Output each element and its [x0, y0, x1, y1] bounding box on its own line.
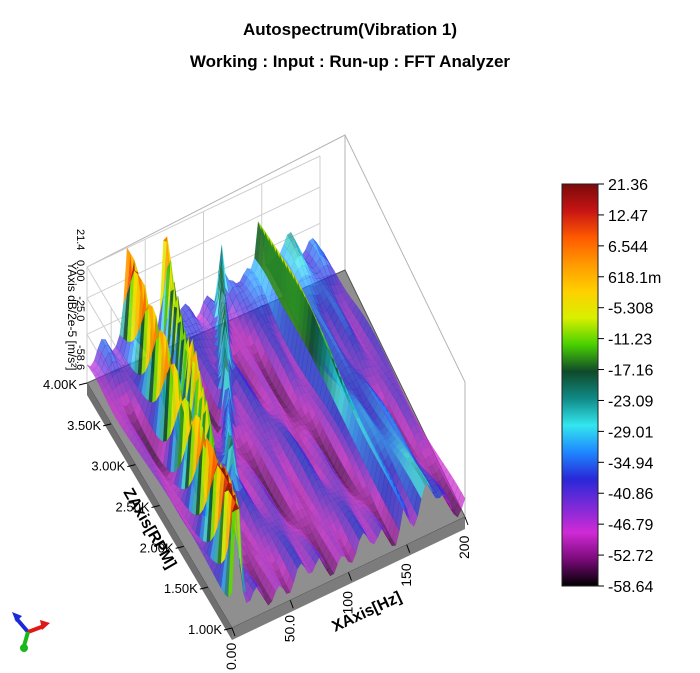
z-tick-mark — [103, 423, 112, 427]
front-left-face — [87, 383, 232, 640]
z-tick-label: 2.00K — [140, 540, 174, 555]
colorbar-tick-label: -5.308 — [608, 301, 653, 318]
z-tick-mark — [175, 545, 184, 549]
z-tick-label: 3.50K — [67, 418, 101, 433]
colorbar-tick-label: -11.23 — [608, 332, 652, 349]
colorbar: 21.36 12.47 6.544 618.1m -5.308 -11.23 -17.16 -… — [561, 177, 661, 596]
surface-cell — [330, 266, 339, 279]
z-tick-label: 1.00K — [188, 622, 222, 637]
z-tick-mark — [223, 627, 233, 631]
surface-cell — [457, 491, 466, 510]
surface-cell — [333, 275, 343, 285]
surface-cell — [406, 403, 415, 416]
x-tick-mark — [289, 600, 294, 609]
y-axis-ticks: -58.6 -25.0 0.00 21.4 — [74, 229, 86, 370]
x-tick-mark — [348, 572, 352, 581]
colorbar-tick-label: -34.94 — [608, 455, 653, 472]
surface-cell — [417, 425, 426, 436]
y-tick-label: 21.4 — [74, 229, 86, 250]
y-tick-label: -25.0 — [74, 296, 86, 321]
z-tick-label: 3.00K — [91, 459, 125, 474]
x-tick-label: 200 — [456, 535, 472, 559]
front-right-face — [232, 517, 465, 640]
x-tick-label: 0.00 — [223, 643, 239, 670]
x-tick-label: 100 — [340, 591, 356, 615]
chart-subtitle: Working : Input : Run-up : FFT Analyzer — [189, 52, 511, 71]
surface-cell — [337, 283, 346, 293]
surface-cell — [392, 377, 401, 387]
colorbar-tick-label: 6.544 — [608, 239, 648, 256]
z-tick-label: 2.50K — [116, 500, 150, 515]
surface-cell — [327, 258, 335, 272]
surface-cell — [410, 410, 419, 423]
colorbar-ticks: 21.36 12.47 6.544 618.1m -5.308 -11.23 -17.16 -… — [598, 177, 661, 596]
x-tick-label: 50.0 — [281, 615, 297, 642]
surface-cell — [395, 383, 404, 394]
y-tick-label: -58.6 — [74, 345, 86, 370]
colorbar-tick-label: -46.79 — [608, 517, 653, 534]
y-tick-label: 0.00 — [74, 260, 86, 281]
colorbar-tick-label: -29.01 — [608, 424, 653, 441]
colorbar-tick-label: -52.72 — [608, 548, 653, 565]
y-axis-label: YAxis dB/2e-5 [m/s²] — [65, 262, 79, 370]
z-axis-ticks: 1.00K 1.50K 2.00K 2.50K 3.00K 3.50K 4.00K — [43, 377, 233, 637]
colorbar-tick-label: -40.86 — [608, 486, 653, 503]
x-tick-mark — [231, 627, 236, 637]
x-tick-mark — [464, 516, 469, 526]
x-tick-label: 150 — [398, 563, 414, 587]
x-axis-ticks: 0.00 50.0 100 150 200 — [223, 516, 472, 670]
chart-title: Autospectrum(Vibration 1) — [242, 20, 458, 39]
z-tick-label: 1.50K — [164, 581, 198, 596]
colorbar-tick-label: -23.09 — [608, 393, 653, 410]
colorbar-tick-label: 12.47 — [608, 208, 648, 225]
z-tick-mark — [127, 464, 136, 468]
surface-mesh — [86, 221, 466, 606]
surface-cell — [403, 397, 411, 409]
x-tick-mark — [406, 544, 411, 553]
z-tick-label: 4.00K — [43, 377, 77, 392]
z-tick-mark — [78, 382, 88, 386]
orientation-gizmo-icon[interactable] — [12, 612, 50, 652]
colorbar-gradient — [561, 183, 599, 587]
surface-cell — [399, 390, 408, 402]
colorbar-tick-label: 21.36 — [608, 177, 648, 194]
colorbar-tick-label: -58.64 — [608, 579, 653, 596]
z-tick-mark — [151, 505, 160, 508]
colorbar-tick-label: 618.1m — [608, 270, 661, 287]
z-tick-mark — [199, 586, 208, 590]
colorbar-tick-label: -17.16 — [608, 363, 653, 380]
